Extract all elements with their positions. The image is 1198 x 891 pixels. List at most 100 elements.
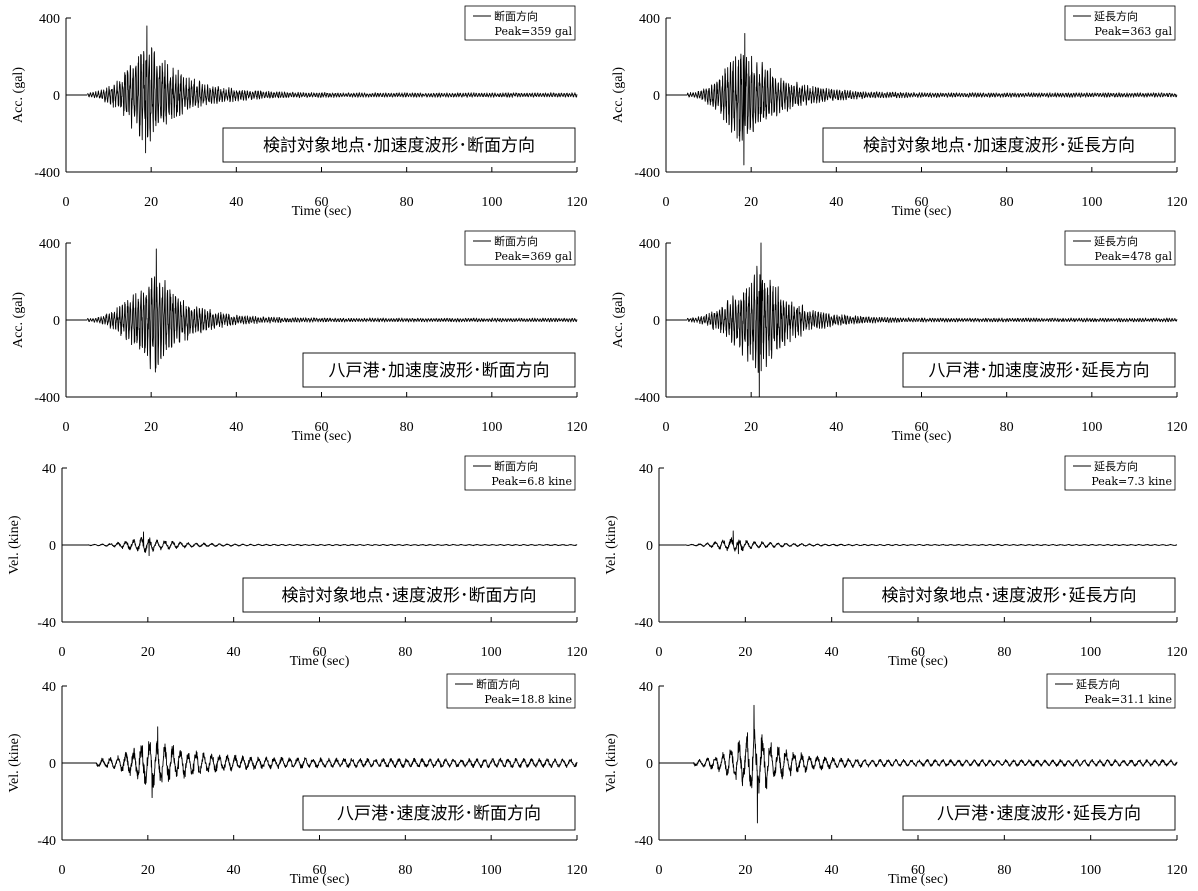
y-tick-label: 40	[639, 462, 653, 477]
y-tick-label: 400	[39, 12, 60, 27]
y-tick-label: 40	[639, 680, 653, 695]
x-axis-label: Time (sec)	[892, 429, 952, 444]
x-tick-label: 20	[144, 420, 158, 435]
x-tick-label: 20	[738, 863, 752, 878]
series-line	[659, 704, 1178, 824]
legend-box	[464, 5, 576, 41]
caption-box	[822, 127, 1176, 163]
x-tick-label: 0	[663, 420, 670, 435]
x-tick-label: 80	[997, 645, 1011, 660]
x-tick-label: 80	[1000, 195, 1014, 210]
x-tick-label: 20	[738, 645, 752, 660]
x-tick-label: 80	[398, 645, 412, 660]
x-axis-label: Time (sec)	[290, 872, 350, 887]
caption-box	[222, 127, 576, 163]
legend-box	[464, 230, 576, 266]
y-tick-label: -400	[634, 166, 660, 181]
x-axis-label: Time (sec)	[290, 654, 350, 669]
y-tick-label: 0	[653, 314, 660, 329]
y-tick-label: 0	[53, 89, 60, 104]
caption-label: 検討対象地点･速度波形･断面方向	[282, 586, 537, 606]
y-tick-label: -40	[37, 616, 56, 631]
y-axis-label: Vel. (kine)	[7, 733, 22, 792]
caption-box	[902, 795, 1176, 831]
legend-label: 断面方向	[476, 677, 520, 691]
x-tick-label: 120	[567, 420, 588, 435]
y-tick-label: -40	[634, 616, 653, 631]
x-tick-label: 60	[315, 195, 329, 210]
y-axis-label: Acc. (gal)	[611, 67, 626, 123]
legend-box	[1064, 5, 1176, 41]
x-tick-label: 40	[227, 863, 241, 878]
x-tick-label: 100	[481, 195, 502, 210]
x-tick-label: 0	[59, 863, 66, 878]
y-tick-label: 40	[42, 462, 56, 477]
x-tick-label: 80	[400, 420, 414, 435]
legend-box	[1064, 455, 1176, 491]
x-tick-label: 100	[481, 420, 502, 435]
y-tick-label: -40	[37, 834, 56, 849]
x-tick-label: 0	[63, 420, 70, 435]
x-tick-label: 80	[400, 195, 414, 210]
x-tick-label: 40	[825, 645, 839, 660]
x-tick-label: 100	[1080, 645, 1101, 660]
x-tick-label: 40	[829, 420, 843, 435]
legend-box	[1046, 673, 1176, 709]
x-axis-label: Time (sec)	[892, 204, 952, 219]
x-tick-label: 20	[744, 195, 758, 210]
x-tick-label: 80	[398, 863, 412, 878]
x-tick-label: 20	[144, 195, 158, 210]
y-axis-label: Vel. (kine)	[604, 515, 619, 574]
x-tick-label: 0	[656, 863, 663, 878]
peak-label: Peak=7.3 kine	[1091, 475, 1172, 488]
x-tick-label: 120	[567, 645, 588, 660]
legend-box	[446, 673, 576, 709]
x-tick-label: 60	[915, 195, 929, 210]
y-tick-label: -400	[634, 391, 660, 406]
x-tick-label: 60	[911, 863, 925, 878]
y-axis-label: Acc. (gal)	[611, 292, 626, 348]
legend-label: 延長方向	[1094, 9, 1138, 23]
x-tick-label: 120	[1167, 420, 1188, 435]
x-tick-label: 0	[59, 645, 66, 660]
peak-label: Peak=31.1 kine	[1084, 693, 1172, 706]
y-tick-label: 400	[639, 12, 660, 27]
x-tick-label: 60	[315, 420, 329, 435]
series-line	[666, 242, 1178, 398]
series-line	[66, 25, 578, 154]
y-tick-label: 400	[39, 237, 60, 252]
legend-box	[464, 455, 576, 491]
y-tick-label: 400	[639, 237, 660, 252]
x-axis-label: Time (sec)	[292, 429, 352, 444]
peak-label: Peak=369 gal	[495, 250, 573, 263]
x-tick-label: 0	[63, 195, 70, 210]
x-tick-label: 60	[313, 863, 327, 878]
y-tick-label: 40	[42, 680, 56, 695]
series-line	[62, 726, 578, 799]
caption-box	[242, 577, 576, 613]
y-tick-label: 0	[53, 314, 60, 329]
x-tick-label: 40	[829, 195, 843, 210]
x-tick-label: 100	[481, 863, 502, 878]
peak-label: Peak=18.8 kine	[484, 693, 572, 706]
x-tick-label: 40	[229, 420, 243, 435]
y-tick-label: 0	[646, 539, 653, 554]
caption-box	[302, 795, 576, 831]
legend-label: 延長方向	[1094, 459, 1138, 473]
caption-box	[842, 577, 1176, 613]
x-tick-label: 80	[997, 863, 1011, 878]
x-tick-label: 80	[1000, 420, 1014, 435]
y-axis-label: Acc. (gal)	[11, 292, 26, 348]
series-line	[666, 32, 1178, 166]
x-tick-label: 120	[1167, 645, 1188, 660]
caption-box	[302, 352, 576, 388]
x-tick-label: 40	[825, 863, 839, 878]
caption-label: 八戸港･加速度波形･断面方向	[329, 361, 550, 381]
y-tick-label: 0	[653, 89, 660, 104]
